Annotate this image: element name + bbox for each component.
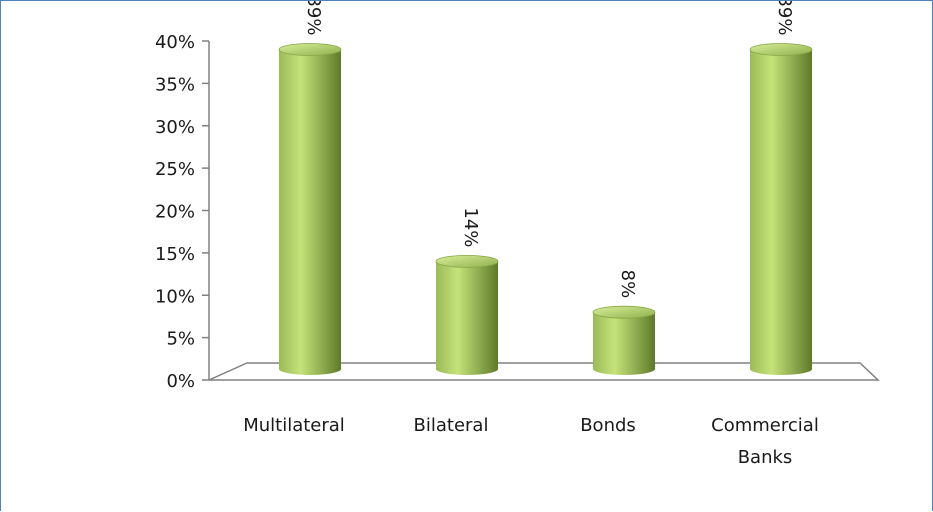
bar-cap xyxy=(435,254,499,268)
x-category-line: Bilateral xyxy=(414,415,489,436)
x-axis-categories: Multilateral Bilateral Bonds Commercial Bank… xyxy=(243,415,819,468)
chart-floor xyxy=(208,362,880,381)
x-category-label: Bilateral xyxy=(414,415,489,436)
x-category-line: Bonds xyxy=(580,415,636,436)
bar-bilateral xyxy=(435,254,499,375)
bars xyxy=(278,43,813,375)
y-tick-label: 40% xyxy=(155,32,195,53)
bar-body xyxy=(750,49,812,375)
data-label: 8% xyxy=(617,270,638,299)
floor-plane xyxy=(208,362,880,381)
y-tick-label: 5% xyxy=(166,329,195,350)
bar-cap xyxy=(749,43,813,56)
data-label: 39% xyxy=(303,1,324,35)
data-labels: 39% 14% 8% 39% xyxy=(303,1,795,298)
y-tick-label: 30% xyxy=(155,117,195,138)
bar-body xyxy=(436,261,498,375)
y-tick-label: 35% xyxy=(155,74,195,95)
bar-multilateral xyxy=(278,43,342,375)
bar-body xyxy=(593,312,655,375)
x-category-line: Multilateral xyxy=(243,415,345,436)
x-category-label: Commercial Banks xyxy=(711,415,819,468)
y-axis: 0% 5% 10% 15% 20% 25% 30% 35% 40% xyxy=(155,32,210,392)
bar-cap xyxy=(278,43,342,56)
y-tick-label: 0% xyxy=(166,371,195,392)
bar-commercial-banks xyxy=(749,43,813,375)
y-tick-label: 10% xyxy=(155,286,195,307)
x-category-line: Banks xyxy=(738,447,793,468)
data-label: 14% xyxy=(460,207,481,247)
x-category-line: Commercial xyxy=(711,415,819,436)
y-tick-label: 20% xyxy=(155,202,195,223)
bar-body xyxy=(279,49,341,375)
data-label: 39% xyxy=(774,1,795,35)
bar-bonds xyxy=(592,305,656,375)
y-tick-label: 15% xyxy=(155,244,195,265)
y-tick-label: 25% xyxy=(155,159,195,180)
bar-cap xyxy=(592,305,656,319)
x-category-label: Bonds xyxy=(580,415,636,436)
x-category-label: Multilateral xyxy=(243,415,345,436)
